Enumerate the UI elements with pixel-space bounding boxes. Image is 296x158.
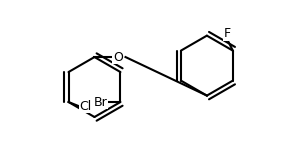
Text: Br: Br — [94, 96, 107, 109]
Text: Cl: Cl — [79, 100, 91, 113]
Text: F: F — [224, 27, 231, 40]
Text: O: O — [113, 51, 123, 64]
